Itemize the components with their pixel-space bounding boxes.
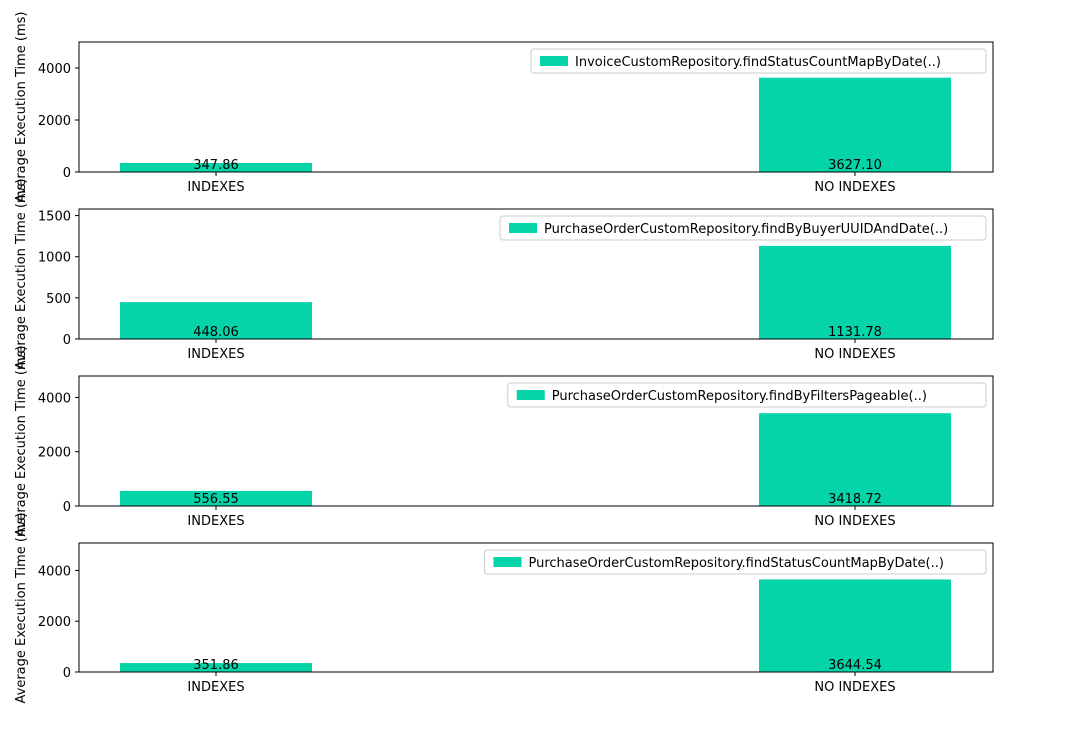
bar-indexes <box>120 162 312 172</box>
bar-no-indexes <box>759 245 951 339</box>
value-label: 556.55 <box>193 492 239 507</box>
x-tick-label: INDEXES <box>187 514 244 529</box>
value-label: 1131.78 <box>828 325 882 340</box>
axes-frame <box>78 542 994 673</box>
y-tick-label: 4000 <box>38 564 71 579</box>
chart-panel-4: 351.86 3644.54 0 2000 4000 INDEXES NO INDEXES P… <box>38 542 994 695</box>
y-tick-label: 0 <box>63 166 71 181</box>
y-tick-label: 1000 <box>38 251 71 266</box>
legend-box <box>530 48 987 74</box>
y-tick-label: 500 <box>46 292 71 307</box>
legend: InvoiceCustomRepository.findStatusCountM… <box>530 48 987 74</box>
x-tick-label: INDEXES <box>187 680 244 695</box>
bar-indexes <box>120 302 312 339</box>
y-tick-label: 2000 <box>38 446 71 461</box>
axes-frame <box>78 208 994 340</box>
x-tick-label: NO INDEXES <box>814 680 895 695</box>
value-label: 3644.54 <box>828 658 882 673</box>
x-tick-label: NO INDEXES <box>814 180 895 195</box>
value-label: 347.86 <box>193 158 239 173</box>
axes-frame <box>78 375 994 507</box>
y-tick-label: 1500 <box>38 210 71 225</box>
bar-indexes <box>120 490 312 506</box>
legend-swatch <box>493 557 522 567</box>
legend-box <box>507 382 987 408</box>
bar-indexes <box>120 663 312 672</box>
axes-frame <box>78 41 994 173</box>
bar-no-indexes <box>759 579 951 672</box>
y-tick-label: 2000 <box>38 114 71 129</box>
value-label: 448.06 <box>193 325 239 340</box>
legend: PurchaseOrderCustomRepository.findByBuye… <box>499 215 987 241</box>
legend-swatch <box>509 223 537 233</box>
value-label: 3418.72 <box>828 492 882 507</box>
y-tick-label: 4000 <box>38 62 71 77</box>
y-tick-label: 0 <box>63 666 71 681</box>
y-tick-label: 0 <box>63 333 71 348</box>
legend-label: InvoiceCustomRepository.findStatusCountM… <box>575 55 941 70</box>
x-tick-label: INDEXES <box>187 180 244 195</box>
x-tick-label: NO INDEXES <box>814 514 895 529</box>
y-tick-label: 4000 <box>38 391 71 406</box>
chart-panel-1: 347.86 3627.10 0 2000 4000 INDEXES NO INDEXES I… <box>38 41 994 195</box>
legend-label: PurchaseOrderCustomRepository.findByFilt… <box>552 389 927 404</box>
legend-swatch <box>516 390 545 400</box>
bar-no-indexes <box>759 77 951 172</box>
value-label: 351.86 <box>193 658 239 673</box>
legend-box <box>484 549 987 575</box>
legend-label: PurchaseOrderCustomRepository.findStatus… <box>529 556 944 571</box>
x-tick-label: INDEXES <box>187 347 244 362</box>
chart-panel-3: 556.55 3418.72 0 2000 4000 INDEXES NO INDEXES P… <box>38 375 994 529</box>
legend-label: PurchaseOrderCustomRepository.findByBuye… <box>544 222 948 237</box>
legend-box <box>499 215 987 241</box>
y-tick-label: 2000 <box>38 615 71 630</box>
legend: PurchaseOrderCustomRepository.findByFilt… <box>507 382 987 408</box>
value-label: 3627.10 <box>828 158 882 173</box>
chart-panel-2: 448.06 1131.78 0 500 1000 1500 INDEXES NO INDEX… <box>38 208 994 362</box>
x-tick-label: NO INDEXES <box>814 347 895 362</box>
bar-no-indexes <box>759 413 951 506</box>
legend: PurchaseOrderCustomRepository.findStatus… <box>484 549 987 575</box>
legend-swatch <box>540 56 568 66</box>
y-tick-label: 0 <box>63 500 71 515</box>
